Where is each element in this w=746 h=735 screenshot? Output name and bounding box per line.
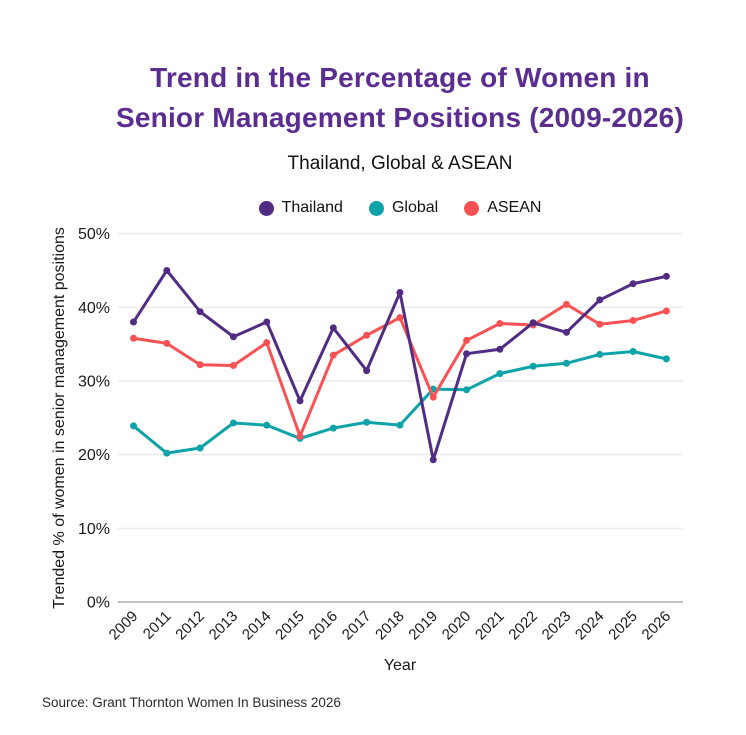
data-point-thailand	[629, 280, 637, 288]
legend-swatch-icon	[368, 200, 384, 216]
data-point-thailand	[396, 289, 404, 297]
y-tick-label: 20%	[78, 447, 110, 464]
data-point-thailand	[196, 308, 204, 316]
legend-swatch-icon	[464, 200, 480, 216]
y-tick-label: 50%	[78, 226, 110, 243]
y-tick-label: 30%	[78, 373, 110, 390]
series-line-global	[132, 349, 668, 455]
data-point-asean	[662, 307, 670, 315]
data-point-global	[263, 421, 271, 429]
data-point-asean	[196, 361, 204, 369]
data-point-asean	[596, 320, 604, 328]
data-point-global	[163, 449, 171, 457]
data-point-global	[496, 370, 504, 378]
data-point-asean	[496, 319, 504, 327]
data-point-thailand	[429, 456, 437, 464]
legend-item: Thailand	[258, 199, 343, 217]
data-point-asean	[130, 334, 137, 342]
x-tick-label: 2019	[405, 608, 441, 644]
data-point-thailand	[529, 319, 537, 327]
x-axis-title: Year	[384, 657, 417, 674]
data-point-asean	[396, 314, 404, 322]
data-point-thailand	[163, 266, 171, 274]
data-point-thailand	[263, 318, 271, 326]
legend-item: ASEAN	[464, 199, 541, 217]
data-point-thailand	[130, 318, 137, 326]
x-tick-label: 2018	[372, 608, 408, 644]
data-point-thailand	[596, 296, 604, 304]
data-point-global	[529, 362, 537, 370]
x-tick-label: 2020	[439, 608, 475, 644]
data-point-asean	[463, 336, 471, 344]
data-point-asean	[229, 361, 237, 369]
x-tick-label: 2021	[472, 608, 508, 644]
data-point-asean	[629, 317, 637, 325]
legend-item: Global	[368, 199, 439, 217]
data-point-global	[463, 386, 471, 394]
data-point-asean	[562, 300, 570, 308]
page-title: Trend in the Percentage of Women in Seni…	[54, 58, 746, 138]
data-point-asean	[363, 331, 371, 339]
x-tick-label: 2009	[106, 608, 142, 644]
data-point-global	[363, 418, 371, 426]
x-tick-label: 2011	[140, 608, 175, 643]
data-point-thailand	[496, 345, 504, 353]
data-point-global	[562, 359, 570, 367]
x-tick-label: 2022	[505, 608, 541, 644]
data-point-thailand	[329, 324, 337, 332]
data-point-global	[396, 421, 404, 429]
data-point-thailand	[296, 397, 304, 405]
legend-label: ASEAN	[487, 199, 542, 216]
data-point-global	[130, 422, 137, 430]
x-tick-label: 2026	[639, 608, 675, 644]
source-note: Source: Grant Thornton Women In Business…	[42, 695, 341, 710]
x-tick-label: 2014	[239, 608, 275, 644]
data-point-global	[196, 444, 204, 452]
chart-subtitle: Thailand, Global & ASEAN	[287, 153, 513, 174]
y-axis-title: Trended % of women in senior management …	[51, 227, 68, 609]
data-point-thailand	[463, 350, 471, 358]
data-point-thailand	[363, 367, 371, 375]
title-line-2: Senior Management Positions (2009-2026)	[116, 102, 684, 133]
data-point-thailand	[662, 272, 670, 280]
data-point-thailand	[229, 333, 237, 341]
data-point-asean	[296, 432, 304, 440]
y-tick-label: 40%	[78, 300, 110, 317]
x-tick-label: 2017	[339, 608, 375, 644]
data-point-global	[329, 424, 337, 432]
x-tick-label: 2015	[272, 608, 308, 644]
legend-label: Global	[391, 199, 439, 216]
legend-label: Thailand	[281, 199, 343, 216]
data-point-global	[662, 355, 670, 363]
data-point-asean	[429, 393, 437, 401]
y-tick-label: 0%	[87, 595, 110, 612]
x-tick-label: 2013	[206, 608, 242, 644]
y-tick-label: 10%	[78, 521, 110, 538]
legend-swatch-icon	[258, 200, 274, 216]
series-line-asean	[132, 302, 668, 438]
data-point-thailand	[562, 328, 570, 336]
data-point-global	[629, 347, 637, 355]
title-line-1: Trend in the Percentage of Women in	[150, 62, 650, 93]
x-tick-label: 2023	[539, 608, 575, 644]
chart-header: Trend in the Percentage of Women in Seni…	[54, 0, 746, 217]
x-tick-label: 2012	[172, 608, 208, 644]
data-point-asean	[329, 351, 337, 359]
data-point-global	[229, 419, 237, 427]
x-tick-label: 2025	[605, 608, 641, 644]
data-point-asean	[163, 339, 171, 347]
x-tick-label: 2016	[306, 608, 342, 644]
legend: Thailand Global ASEAN	[54, 199, 746, 217]
data-point-global	[596, 350, 604, 358]
data-point-asean	[263, 339, 271, 347]
x-tick-label: 2024	[572, 608, 608, 644]
